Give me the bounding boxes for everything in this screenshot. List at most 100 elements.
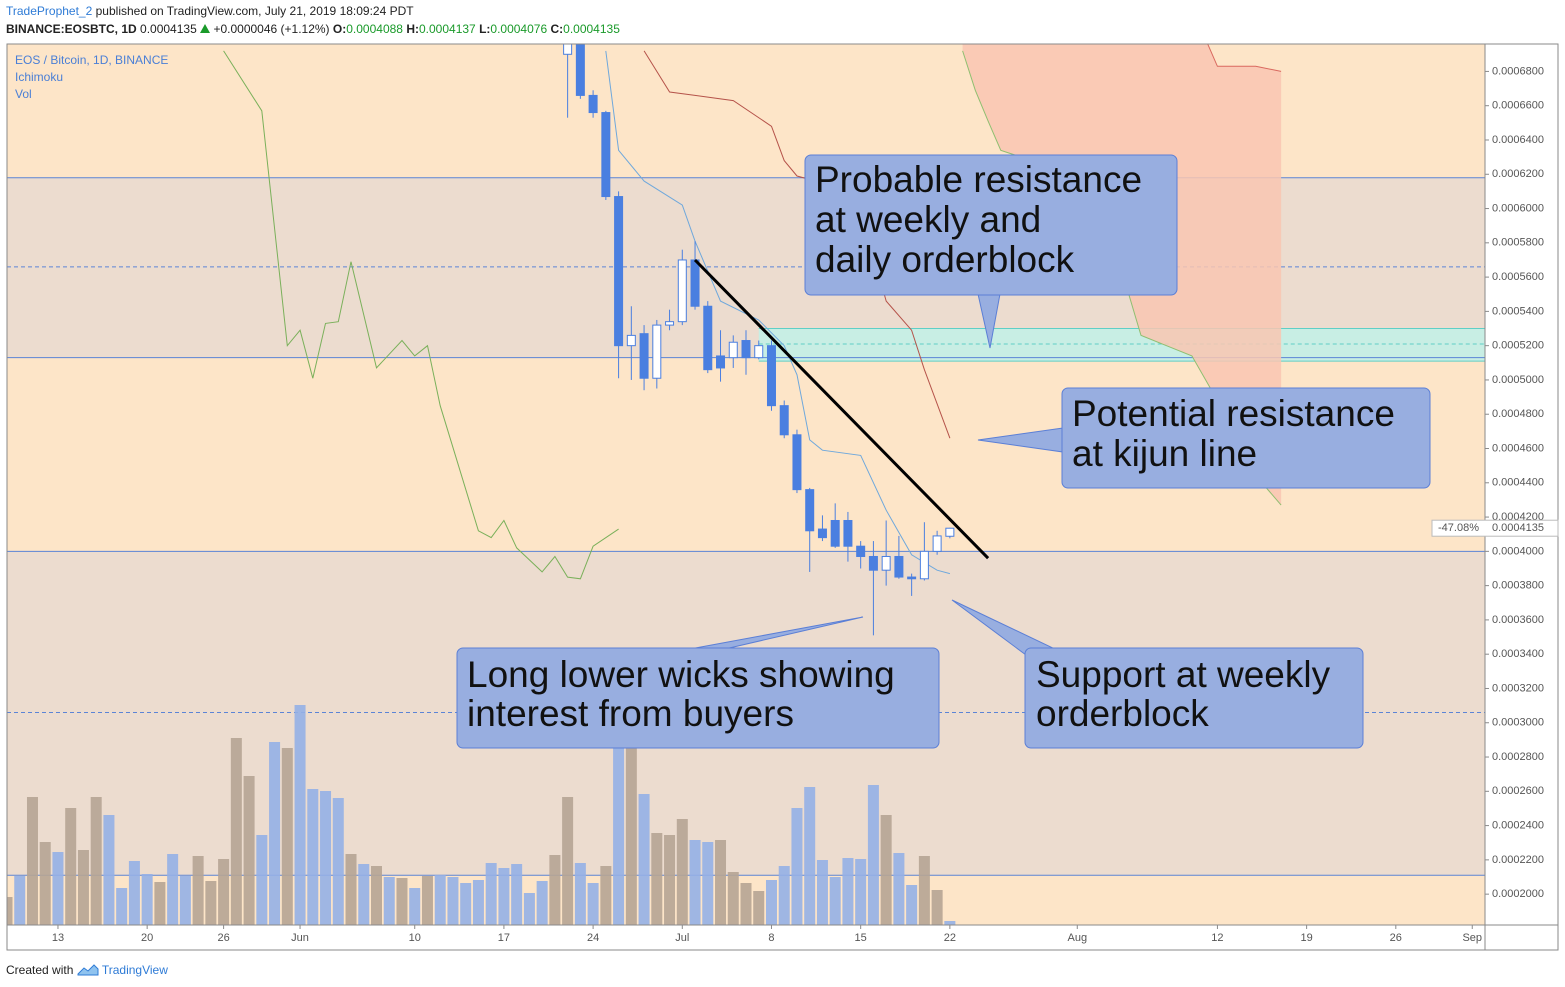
chart-title: EOS / Bitcoin, 1D, BINANCE — [15, 53, 168, 67]
y-tick-label: 0.0003000 — [1492, 717, 1544, 729]
annotation: Potential resistance at kijun line — [977, 387, 1431, 489]
y-tick-label: 0.0004600 — [1492, 442, 1544, 454]
y-tick-label: 0.0004800 — [1492, 408, 1544, 420]
annotation-text: at weekly and — [815, 199, 1041, 240]
x-tick-label: 24 — [587, 932, 599, 944]
y-tick-label: 0.0005600 — [1492, 271, 1544, 283]
candle-body — [639, 333, 649, 379]
change-label: -47.08% — [1438, 522, 1479, 534]
price-label-box — [1431, 519, 1559, 537]
volume-bar — [791, 808, 803, 925]
volume-bar — [549, 855, 561, 925]
y-tick-label: 0.0004400 — [1492, 477, 1544, 489]
volume-bar — [855, 859, 867, 925]
volume-bar — [893, 853, 905, 925]
x-tick-label: 12 — [1211, 932, 1223, 944]
x-tick-label: 13 — [52, 932, 64, 944]
volume-bar — [906, 885, 918, 925]
x-tick-label: 17 — [498, 932, 510, 944]
volume-bar — [90, 797, 102, 925]
candle-body — [563, 44, 573, 55]
volume-bar — [587, 883, 599, 925]
candle-body — [805, 489, 815, 532]
candle-body — [932, 535, 942, 552]
chart: 0.0002000 0.0002200 0.0002400 0.0002600 0.00… — [6, 43, 1559, 951]
volume-bar — [740, 883, 752, 925]
candle-body — [690, 259, 700, 307]
candle-body — [754, 345, 764, 359]
brand-logo — [77, 964, 99, 976]
volume-bar — [167, 854, 179, 925]
y-tick-label: 0.0006200 — [1492, 168, 1544, 180]
volume-bar — [689, 840, 701, 925]
annotation-text: at kijun line — [1072, 433, 1257, 474]
volume-bar — [651, 833, 663, 925]
y-tick-label: 0.0005400 — [1492, 305, 1544, 317]
axis-layer: 0.0002000 0.0002200 0.0002400 0.0002600 0.00… — [6, 43, 1559, 951]
y-tick-label: 0.0002200 — [1492, 854, 1544, 866]
y-tick-label: 0.0002400 — [1492, 819, 1544, 831]
low-label: L: — [479, 22, 491, 36]
low-value: 0.0004076 — [490, 22, 548, 36]
annotation: Probable resistance at weekly and daily … — [804, 154, 1178, 349]
candle-body — [741, 340, 751, 359]
volume-bar — [179, 876, 191, 925]
volume-bar — [281, 748, 293, 925]
footer: Created with TradingView — [6, 962, 168, 977]
volume-bar — [294, 705, 306, 925]
annotation-text: Potential resistance — [1072, 393, 1395, 434]
publish-line: TradeProphet_2 published on TradingView.… — [6, 4, 414, 18]
volume-bar — [409, 888, 421, 925]
chart-frame — [6, 43, 1559, 951]
volume-bar — [918, 856, 930, 925]
brand-link[interactable]: TradingView — [101, 963, 168, 977]
candle-body — [817, 528, 827, 539]
volume-bar — [434, 875, 446, 925]
volume-bar — [485, 863, 497, 925]
candle-body — [626, 334, 636, 347]
x-tick-label: 26 — [217, 932, 229, 944]
author[interactable]: TradeProphet_2 — [6, 4, 93, 18]
volume-bar — [829, 877, 841, 925]
volume-bar — [536, 881, 548, 925]
annotation-box — [804, 154, 1178, 296]
y-tick-label: 0.0005800 — [1492, 237, 1544, 249]
volume-bar — [523, 893, 535, 925]
candle-body — [575, 44, 585, 96]
volume-bar — [154, 882, 166, 925]
volume-bar — [243, 776, 255, 925]
volume-bar — [460, 883, 472, 925]
cloud-span — [1207, 44, 1282, 72]
volume-bar — [103, 815, 115, 925]
volume-bar — [358, 864, 370, 925]
volume-bar — [562, 797, 574, 925]
high-value: 0.0004137 — [418, 22, 476, 36]
candle-body — [652, 324, 662, 379]
candle-body — [894, 555, 904, 578]
volume-bar — [613, 730, 625, 925]
volume-bar — [727, 872, 739, 925]
volume-bar — [931, 890, 943, 925]
x-tick-label: 22 — [944, 932, 956, 944]
footer-text: Created with — [6, 963, 74, 977]
symbol: BINANCE:EOSBTC, 1D — [6, 22, 137, 36]
y-tick-label: 0.0004000 — [1492, 545, 1544, 557]
annotation: Long lower wicks showing interest from b… — [456, 616, 940, 749]
volume-bar — [715, 840, 727, 925]
volume-bar — [26, 797, 38, 925]
indicator-line — [643, 50, 951, 439]
annotation-box — [1061, 387, 1431, 489]
volume-bar — [804, 787, 816, 925]
volume-bar — [702, 842, 714, 925]
volume-bar — [383, 877, 395, 925]
indicator-name: Ichimoku — [15, 70, 63, 84]
candle-body — [856, 545, 866, 557]
x-tick-label: 8 — [768, 932, 774, 944]
candle-body — [843, 519, 853, 547]
volume-bar — [944, 921, 956, 925]
volume-bar — [625, 744, 637, 925]
candle-body — [703, 305, 713, 371]
volume-bar — [141, 874, 153, 925]
price-label-layer: -47.08% 0.0004135 — [1431, 519, 1559, 537]
volume-bar — [574, 863, 586, 925]
